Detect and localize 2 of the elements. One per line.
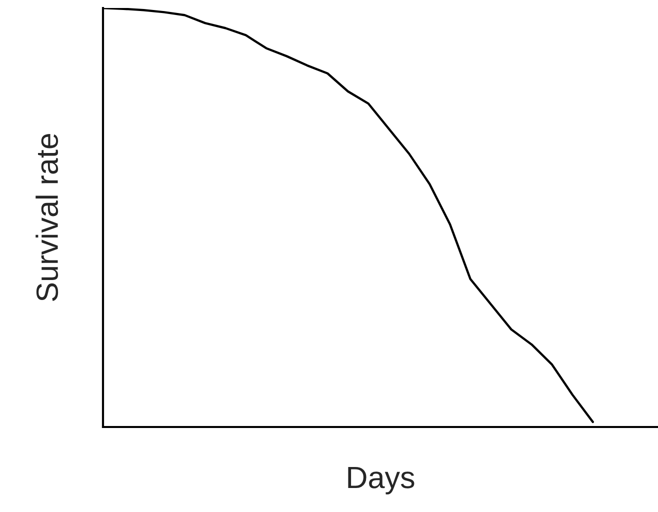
x-axis-title: Days [348, 467, 414, 494]
y-axis-title: Survival rate [36, 134, 58, 302]
